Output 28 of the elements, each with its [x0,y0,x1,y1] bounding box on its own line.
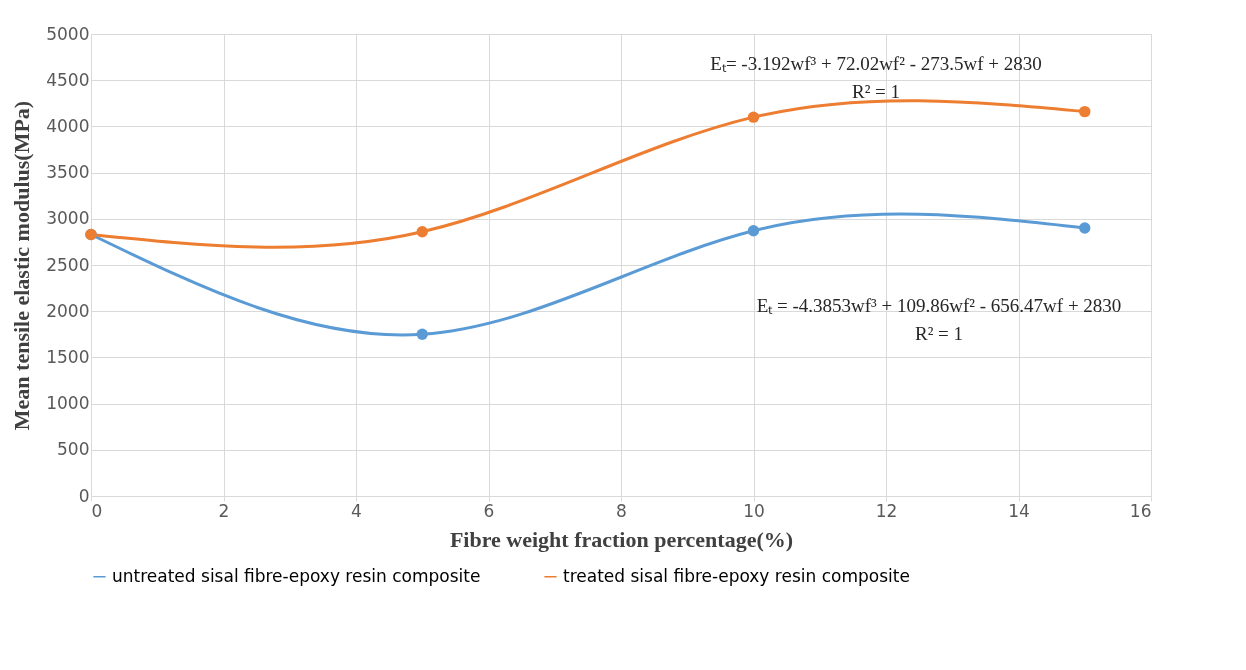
y-tick-label: 0 [78,485,90,506]
annotation: Eₜ = -4.3853wf³ + 109.86wf² - 656.47wf + 2830 [756,295,1122,316]
x-tick-label: 12 [875,500,898,521]
y-tick-label: 3500 [46,162,90,183]
x-tick-label: 4 [351,500,362,521]
x-tick-label: 16 [1129,500,1152,521]
legend-label: treated sisal fibre-epoxy resin composite [563,565,910,586]
y-tick-label: 2000 [46,300,90,321]
x-tick-label: 2 [218,500,230,521]
x-tick-label: 14 [1008,500,1030,521]
legend-label: untreated sisal fibre-epoxy resin composite [112,565,481,586]
x-axis-title: Fibre weight fraction percentage(%) [449,526,794,552]
annotation: R² = 1 [914,323,964,344]
y-tick-label: 4500 [46,69,90,90]
x-tick-label: 8 [616,500,627,521]
annotation: Eₜ= -3.192wf³ + 72.02wf² - 273.5wf + 2830 [710,53,1042,74]
y-tick-label: 3000 [46,208,90,229]
x-tick-label: 0 [91,500,103,521]
x-tick-label: 10 [743,500,765,521]
y-axis-title: Mean tensile elastic modulus(MPa) [9,100,35,431]
y-tick-label: 4000 [46,115,90,136]
x-tick-label: 6 [483,500,495,521]
annotation: R² = 1 [851,81,901,102]
y-tick-label: 500 [57,439,90,460]
y-tick-label: 1000 [46,393,90,414]
y-tick-label: 1500 [46,346,90,367]
y-tick-label: 5000 [46,23,90,44]
y-tick-label: 2500 [46,254,90,275]
